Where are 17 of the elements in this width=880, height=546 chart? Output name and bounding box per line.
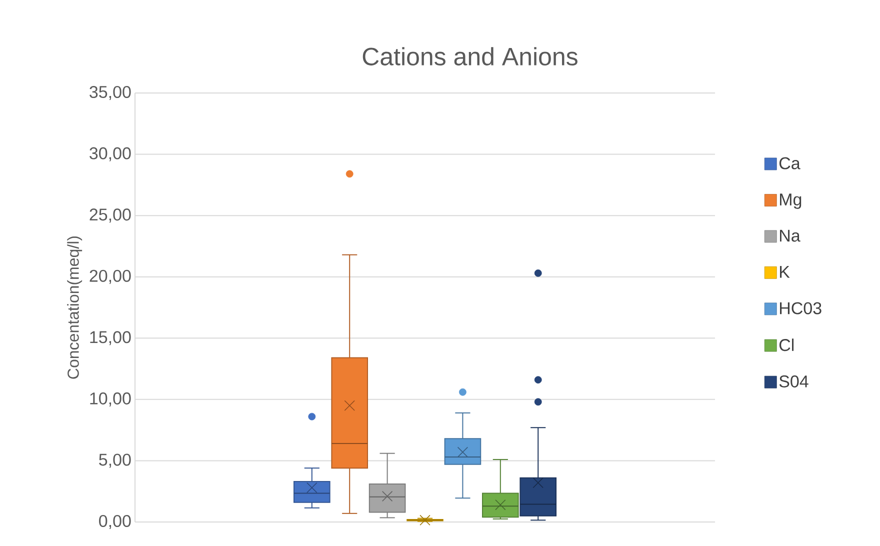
y-tick-label: 10,00: [90, 392, 131, 406]
legend-label: Ca: [779, 157, 800, 170]
y-tick-label: 0,00: [99, 514, 131, 530]
y-axis-title: Concentation(meq/l): [67, 236, 82, 379]
y-tick-label: 5,00: [99, 454, 131, 468]
y-tick-label: 30,00: [90, 147, 131, 162]
y-tick-label: 25,00: [90, 208, 131, 223]
y-tick-label: 20,00: [90, 270, 131, 284]
y-tick-label: 15,00: [90, 331, 131, 346]
chart-title: Cations and Anions: [362, 47, 578, 66]
y-tick-label: 35,00: [90, 86, 131, 100]
legend-label: S04: [779, 375, 808, 388]
legend-label: K: [780, 266, 790, 278]
legend-label: HC03: [780, 302, 822, 314]
legend-label: Cl: [779, 338, 794, 352]
legend-label: Na: [780, 230, 800, 242]
legend-label: Mg: [780, 194, 802, 209]
